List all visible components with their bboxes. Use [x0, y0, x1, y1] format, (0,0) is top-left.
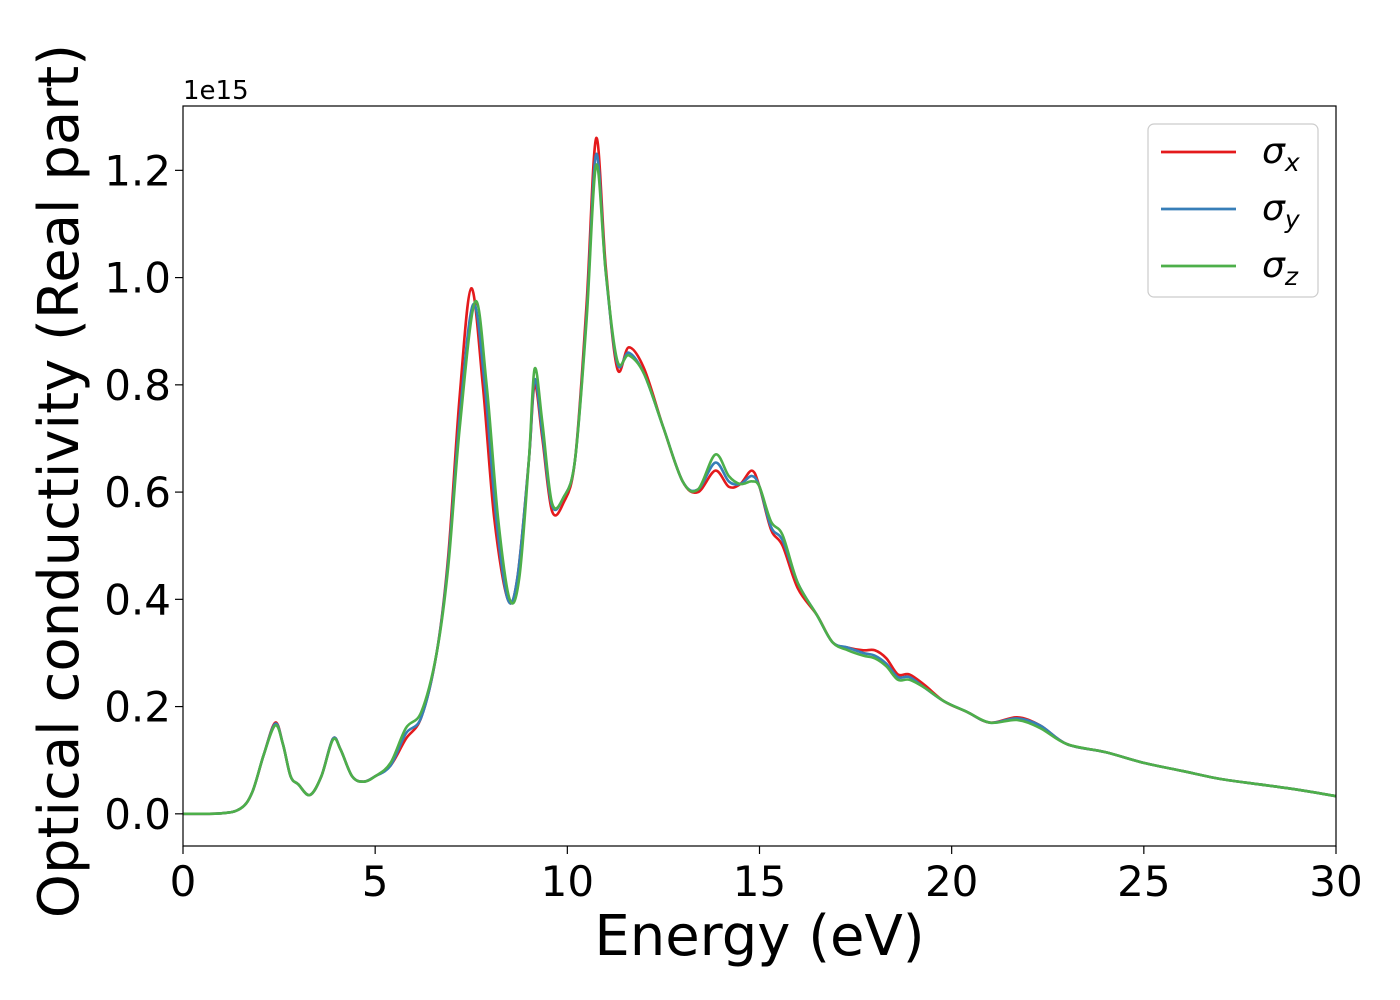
- x-tick-label: 0: [170, 857, 197, 906]
- legend-box: [1147, 123, 1319, 298]
- legend-label-z: σz: [1262, 245, 1299, 291]
- y-offset-text: 1e15: [183, 76, 249, 106]
- y-tick-label: 0.0: [104, 790, 171, 839]
- x-tick-label: 15: [733, 857, 786, 906]
- x-tick-label: 20: [925, 857, 978, 906]
- legend-label-x: σx: [1262, 131, 1300, 177]
- y-tick-label: 1.2: [104, 146, 171, 195]
- x-tick-label: 30: [1309, 857, 1362, 906]
- legend-label-y: σy: [1262, 188, 1301, 234]
- series-lines: [183, 136, 1336, 816]
- y-tick-label: 0.4: [104, 575, 171, 624]
- series-line-z: [183, 163, 1336, 816]
- x-tick-label: 10: [541, 857, 594, 906]
- x-tick-label: 5: [362, 857, 389, 906]
- y-axis-ticks: 0.0 0.2 0.4 0.6 0.8 1.0 1.2: [104, 146, 183, 839]
- y-tick-label: 0.2: [104, 683, 171, 732]
- y-tick-label: 0.8: [104, 361, 171, 410]
- y-tick-label: 0.6: [104, 468, 171, 517]
- x-axis-ticks: 0 5 10 15 20 25 30: [170, 846, 1363, 906]
- legend: σx σy σz: [1147, 123, 1319, 298]
- x-tick-label: 25: [1117, 857, 1170, 906]
- y-axis-label: Optical conductivity (Real part): [27, 44, 92, 918]
- y-tick-label: 1.0: [104, 254, 171, 303]
- x-axis-label: Energy (eV): [594, 904, 924, 969]
